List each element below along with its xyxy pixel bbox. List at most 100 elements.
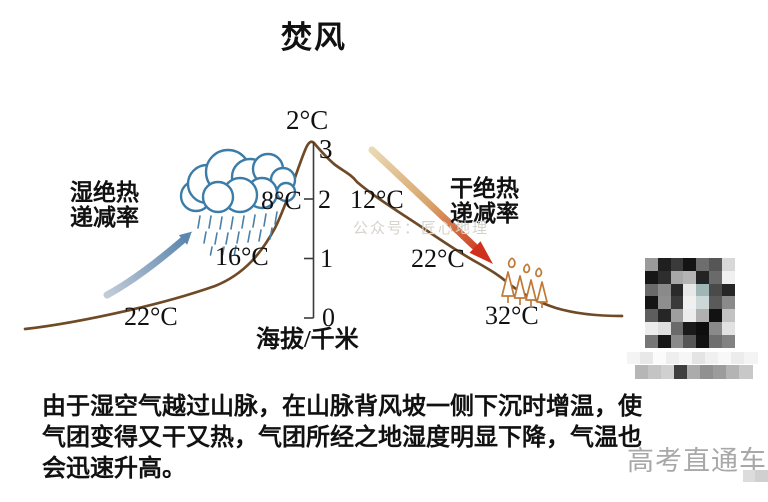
mosaic-cell [645, 270, 659, 285]
mosaic-cell [670, 322, 684, 336]
mosaic-cell [661, 365, 675, 379]
caption-line: 会迅速升高。 [42, 456, 186, 482]
mosaic-cell [645, 258, 659, 272]
mosaic-cell [696, 334, 710, 349]
mosaic-cell [683, 258, 697, 272]
mosaic-cell [627, 352, 641, 364]
mosaic-cell [743, 470, 756, 482]
mosaic-cell [696, 296, 710, 310]
axis-tick-2: 2 [318, 185, 331, 214]
mosaic-cell [709, 334, 723, 349]
mosaic-cell [674, 365, 688, 379]
mosaic-cell [696, 258, 710, 272]
mosaic-cell [683, 309, 697, 323]
mosaic-cell [696, 309, 710, 323]
dry-vegetation-icon [501, 257, 548, 308]
axis-tick-3: 3 [319, 134, 333, 164]
mosaic-cell [657, 309, 672, 323]
mosaic-cell [657, 283, 672, 297]
mosaic-cell [648, 365, 662, 379]
mosaic-cell [721, 296, 736, 310]
dry-lapse-rate-label: 干绝热 递减率 [450, 176, 519, 227]
mosaic-cell [709, 258, 723, 272]
mosaic-cell [670, 309, 684, 323]
leeward-base-temp: 32°C [485, 301, 539, 330]
windward-arrow-icon [103, 231, 193, 299]
mosaic-cell [635, 365, 649, 379]
mosaic-cell [705, 352, 719, 364]
mosaic-cell [696, 270, 710, 285]
windward-mid-temp: 16°C [215, 242, 269, 271]
mosaic-cell [645, 334, 659, 349]
mosaic-cell [696, 322, 710, 336]
rain-streaks-icon [197, 211, 278, 256]
mosaic-cell [653, 352, 667, 364]
mosaic-cell [645, 283, 659, 297]
axis-tick-0: 0 [322, 303, 335, 332]
mosaic-cell [726, 365, 740, 379]
mosaic-cell [657, 258, 672, 272]
mosaic-cell [721, 322, 736, 336]
peak-temp-label: 2°C [286, 105, 329, 135]
mosaic-cell [670, 270, 684, 285]
caption-line: 气团变得又干又热，气团所经之地湿度明显下降，气温也 [42, 425, 642, 451]
wet-lapse-rate-label: 湿绝热 递减率 [70, 180, 139, 231]
mosaic-cell [670, 258, 684, 272]
dry-lapse-rate-line1: 干绝热 [450, 176, 519, 201]
mosaic-cell [683, 283, 697, 297]
mosaic-cell [739, 365, 753, 379]
mosaic-cell [679, 352, 693, 364]
mosaic-cell [709, 322, 723, 336]
axis-tick-1: 1 [320, 244, 333, 273]
mosaic-cell [683, 334, 697, 349]
mosaic-cell [709, 309, 723, 323]
mosaic-cell [744, 352, 758, 364]
mosaic-cell [687, 365, 701, 379]
mosaic-cell [721, 270, 736, 285]
bottom-watermark: 高考直通车 [627, 446, 767, 476]
mosaic-cell [683, 296, 697, 310]
altitude-axis [304, 142, 315, 319]
leeward-mid-temp: 22°C [411, 244, 465, 273]
mosaic-cell [645, 309, 659, 323]
center-watermark: 公众号：匠心地理 [353, 221, 490, 237]
wet-lapse-rate-line2: 递减率 [70, 204, 139, 230]
mosaic-cell [731, 352, 745, 364]
mosaic-cell [692, 352, 706, 364]
axis-title: 海拔/千米 [256, 327, 359, 353]
mosaic-cell [721, 283, 736, 297]
mosaic-cell [666, 352, 680, 364]
mosaic-cell [657, 334, 672, 349]
mosaic-cell [709, 270, 723, 285]
mosaic-cell [670, 334, 684, 349]
mosaic-cell [721, 334, 736, 349]
mosaic-cell [657, 270, 672, 285]
windward-base-temp: 22°C [124, 302, 178, 331]
mosaic-cell [683, 322, 697, 336]
mosaic-cell [718, 352, 732, 364]
mosaic-cell [640, 352, 654, 364]
mosaic-cell [700, 365, 714, 379]
mosaic-cell [755, 470, 768, 482]
wet-lapse-rate-line1: 湿绝热 [70, 180, 139, 205]
mosaic-cell [696, 283, 710, 297]
caption-paragraph: 由于湿空气越过山脉，在山脉背风坡一侧下沉时增温，使 气团变得又干又热，气团所经之… [42, 392, 642, 485]
leeward-upper-temp: 12°C [350, 185, 404, 214]
rain-cloud-icon [179, 148, 297, 214]
mosaic-cell [709, 296, 723, 310]
caption-line: 由于湿空气越过山脉，在山脉背风坡一侧下沉时增温，使 [42, 394, 642, 420]
dry-lapse-rate-line2: 递减率 [450, 200, 519, 226]
mosaic-cell [645, 296, 659, 310]
mosaic-cell [721, 309, 736, 323]
mosaic-cell [657, 296, 672, 310]
mosaic-cell [713, 365, 727, 379]
mosaic-cell [657, 322, 672, 336]
windward-upper-temp: 8°C [261, 186, 302, 215]
mosaic-cell [683, 270, 697, 285]
diagram-title: 焚风 [281, 20, 347, 55]
mosaic-cell [709, 283, 723, 297]
leeward-arrow-icon [368, 146, 493, 264]
mosaic-cell [670, 296, 684, 310]
